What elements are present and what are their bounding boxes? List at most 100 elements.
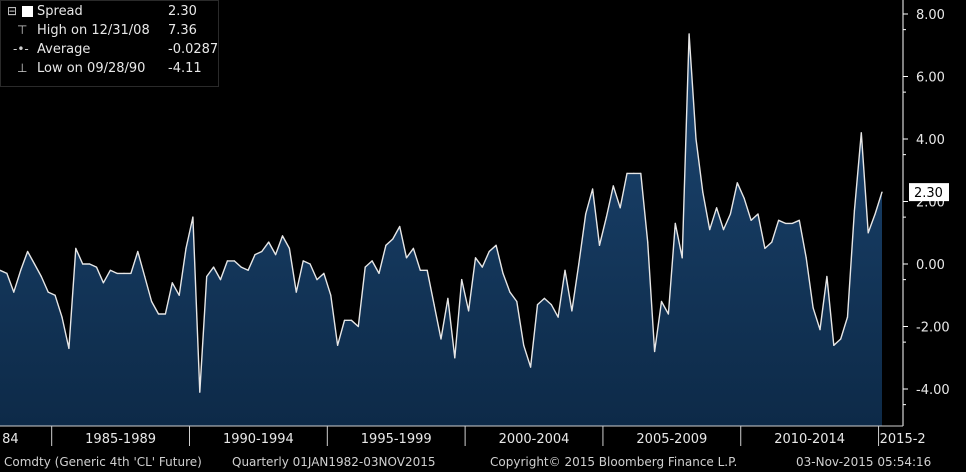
data-point bbox=[357, 325, 359, 328]
footer-timestamp: 03-Nov-2015 05:54:16 bbox=[796, 455, 932, 469]
footer-copyright: Copyright© 2015 Bloomberg Finance L.P. bbox=[490, 455, 738, 469]
data-point bbox=[798, 219, 800, 221]
data-point bbox=[206, 275, 208, 278]
data-point bbox=[819, 329, 821, 331]
data-point bbox=[137, 250, 139, 253]
footer-range: Quarterly 01JAN1982-03NOV2015 bbox=[232, 455, 436, 469]
data-point bbox=[6, 272, 8, 274]
data-point bbox=[364, 266, 366, 268]
data-point bbox=[578, 263, 580, 265]
data-point bbox=[550, 304, 552, 306]
data-point bbox=[695, 138, 697, 140]
data-point bbox=[474, 257, 477, 259]
data-point bbox=[330, 294, 332, 296]
legend-average-value: -0.0287 bbox=[168, 42, 219, 57]
data-point bbox=[626, 172, 628, 174]
data-point bbox=[557, 316, 559, 318]
data-point bbox=[743, 197, 745, 199]
data-point bbox=[392, 238, 394, 240]
data-point bbox=[860, 132, 862, 134]
data-point bbox=[33, 263, 36, 265]
x-tick-label: 2000-2004 bbox=[499, 432, 570, 447]
data-point bbox=[199, 391, 201, 393]
legend-average-label: Average bbox=[37, 42, 91, 57]
legend-high-label: High on 12/31/08 bbox=[37, 23, 150, 38]
y-tick-label: 0.00 bbox=[916, 258, 945, 273]
data-point bbox=[102, 282, 104, 284]
data-point bbox=[61, 316, 63, 318]
data-point bbox=[20, 269, 22, 271]
last-value-tag bbox=[909, 183, 949, 202]
data-point bbox=[846, 316, 849, 318]
legend-panel: ⊟ Spread 2.30 ⊤ High on 12/31/08 7.36 -•… bbox=[0, 0, 219, 87]
data-point bbox=[178, 294, 180, 296]
data-point bbox=[805, 257, 807, 259]
data-point bbox=[47, 291, 49, 293]
data-point bbox=[399, 225, 401, 228]
data-point bbox=[164, 313, 166, 315]
footer-security: Comdty (Generic 4th 'CL' Future) bbox=[4, 455, 202, 469]
data-point bbox=[488, 250, 490, 253]
data-point bbox=[192, 216, 194, 218]
data-point bbox=[722, 229, 725, 231]
data-point bbox=[523, 344, 525, 346]
footer-bar: Comdty (Generic 4th 'CL' Future) Quarter… bbox=[0, 452, 966, 472]
data-point bbox=[853, 210, 856, 212]
data-point bbox=[454, 357, 456, 359]
high-marker-icon: ⊤ bbox=[17, 23, 28, 37]
data-point bbox=[343, 319, 346, 321]
data-point bbox=[151, 300, 153, 303]
data-point bbox=[0, 269, 1, 271]
data-point bbox=[509, 291, 511, 293]
data-point bbox=[350, 319, 352, 321]
data-point bbox=[647, 241, 649, 243]
spread-swatch-icon bbox=[22, 6, 33, 17]
data-point bbox=[275, 254, 277, 256]
data-point bbox=[778, 219, 780, 221]
data-point bbox=[674, 222, 676, 224]
legend-high-value: 7.36 bbox=[168, 23, 197, 38]
data-point bbox=[95, 266, 98, 268]
data-point bbox=[729, 213, 732, 215]
data-point bbox=[378, 272, 380, 274]
y-tick-label: -4.00 bbox=[916, 383, 950, 398]
data-point bbox=[213, 266, 215, 268]
average-marker-icon: -•- bbox=[13, 42, 29, 56]
data-point bbox=[716, 207, 718, 209]
data-point bbox=[667, 313, 670, 315]
x-tick-label: 1990-1994 bbox=[223, 432, 294, 447]
data-point bbox=[268, 241, 270, 243]
plot-area bbox=[0, 33, 883, 426]
data-point bbox=[75, 247, 77, 249]
data-point bbox=[433, 304, 435, 306]
data-point bbox=[654, 350, 656, 353]
x-tick-label: 2010-2014 bbox=[774, 432, 845, 447]
data-point bbox=[440, 338, 442, 340]
legend-spread-label: Spread bbox=[37, 4, 83, 19]
data-point bbox=[495, 244, 497, 246]
data-point bbox=[171, 282, 173, 284]
legend-low-label: Low on 09/28/90 bbox=[37, 61, 146, 76]
data-point bbox=[867, 232, 869, 234]
data-point bbox=[116, 272, 118, 274]
data-point bbox=[295, 291, 297, 293]
data-point bbox=[516, 300, 518, 303]
data-point bbox=[536, 304, 539, 306]
data-point bbox=[826, 275, 828, 278]
data-point bbox=[371, 260, 373, 262]
data-point bbox=[261, 250, 263, 253]
data-point bbox=[840, 338, 842, 340]
data-point bbox=[288, 247, 290, 249]
data-point bbox=[461, 279, 463, 281]
low-marker-icon: ⊥ bbox=[17, 61, 28, 75]
data-point bbox=[219, 279, 222, 281]
data-point bbox=[481, 266, 483, 268]
data-point bbox=[619, 207, 621, 209]
data-point bbox=[764, 247, 766, 249]
data-point bbox=[405, 257, 408, 259]
data-point bbox=[702, 191, 704, 193]
x-tick-label: 1995-1999 bbox=[361, 432, 432, 447]
collapse-icon[interactable]: ⊟ bbox=[7, 4, 18, 18]
